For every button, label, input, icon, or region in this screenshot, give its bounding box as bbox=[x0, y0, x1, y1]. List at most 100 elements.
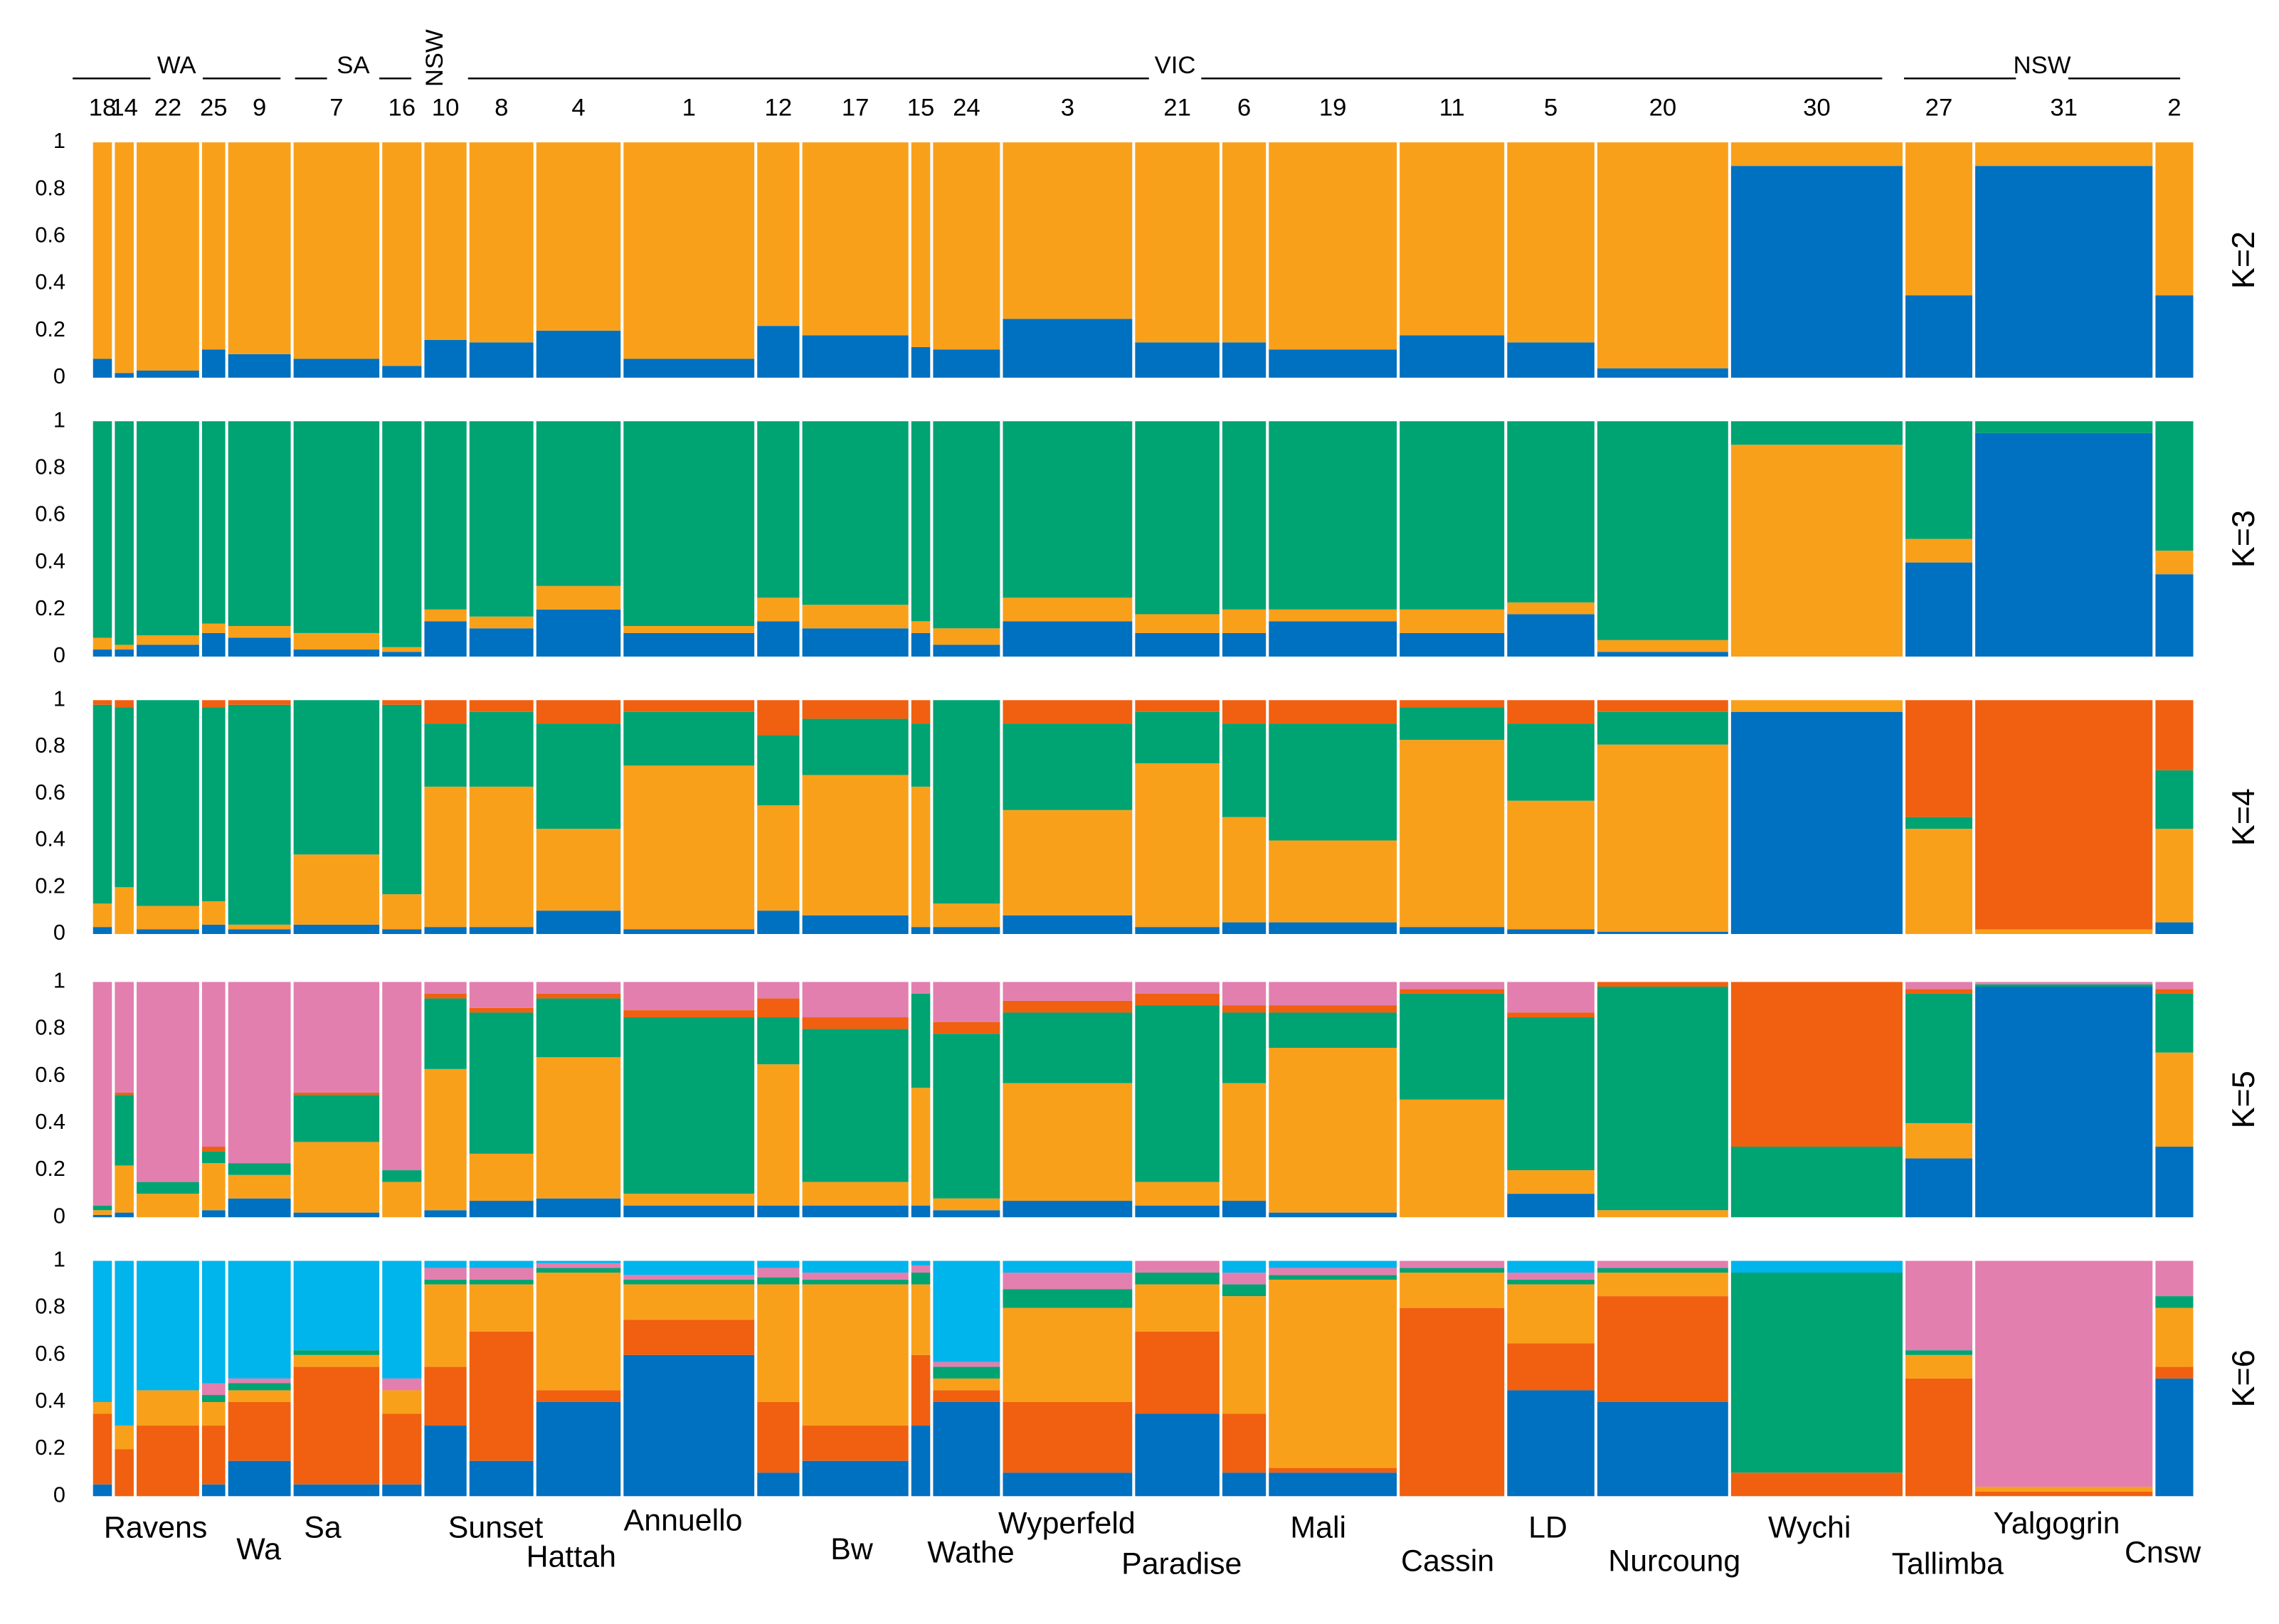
cluster-segment bbox=[1222, 817, 1267, 923]
cluster-segment bbox=[201, 623, 226, 633]
cluster-segment bbox=[1269, 1468, 1397, 1473]
cluster-segment bbox=[115, 649, 134, 657]
population-label: 19 bbox=[1319, 94, 1347, 121]
cluster-segment bbox=[623, 421, 755, 626]
cluster-segment bbox=[1003, 319, 1133, 378]
cluster-segment bbox=[201, 700, 226, 708]
cluster-segment bbox=[623, 982, 755, 1011]
cluster-segment bbox=[802, 1426, 909, 1461]
cluster-segment bbox=[623, 142, 755, 359]
cluster-segment bbox=[469, 421, 534, 617]
cluster-segment bbox=[911, 1354, 931, 1426]
cluster-segment bbox=[92, 982, 112, 1206]
cluster-segment bbox=[424, 723, 467, 787]
cluster-segment bbox=[911, 1273, 931, 1285]
cluster-segment bbox=[1730, 1472, 1903, 1497]
cluster-segment bbox=[1597, 700, 1728, 712]
cluster-segment bbox=[1222, 922, 1267, 935]
y-tick-label: 0.2 bbox=[35, 874, 65, 898]
y-tick-label: 0.4 bbox=[35, 270, 65, 294]
cluster-segment bbox=[933, 1034, 1000, 1199]
cluster-segment bbox=[911, 982, 931, 994]
cluster-segment bbox=[382, 366, 422, 378]
y-tick-label: 1 bbox=[53, 969, 65, 993]
cluster-segment bbox=[911, 142, 931, 347]
cluster-segment bbox=[933, 421, 1000, 629]
cluster-segment bbox=[1135, 142, 1220, 343]
cluster-segment bbox=[115, 1426, 134, 1450]
cluster-segment bbox=[1222, 1472, 1267, 1497]
region-label: NSW bbox=[2014, 52, 2071, 79]
cluster-segment bbox=[1003, 1273, 1133, 1290]
cluster-segment bbox=[137, 1194, 199, 1218]
cluster-segment bbox=[115, 373, 134, 378]
site-label: Wathe bbox=[927, 1535, 1014, 1569]
cluster-segment bbox=[911, 1088, 931, 1206]
cluster-segment bbox=[1905, 989, 1972, 994]
cluster-segment bbox=[933, 1210, 1000, 1218]
cluster-segment bbox=[1222, 1413, 1267, 1473]
cluster-segment bbox=[536, 609, 621, 657]
y-tick-label: 0 bbox=[53, 1482, 65, 1507]
cluster-segment bbox=[1507, 1279, 1595, 1285]
cluster-segment bbox=[623, 1194, 755, 1206]
cluster-segment bbox=[92, 1401, 112, 1414]
cluster-segment bbox=[623, 1320, 755, 1355]
cluster-segment bbox=[2155, 700, 2194, 770]
cluster-segment bbox=[115, 142, 134, 373]
cluster-segment bbox=[757, 421, 800, 598]
cluster-segment bbox=[1597, 652, 1728, 657]
site-label: Wychi bbox=[1768, 1511, 1851, 1545]
cluster-segment bbox=[1730, 1146, 1903, 1218]
cluster-segment bbox=[1905, 295, 1972, 378]
cluster-segment bbox=[92, 1261, 112, 1402]
cluster-segment bbox=[802, 1017, 909, 1029]
cluster-segment bbox=[1730, 1261, 1903, 1273]
cluster-segment bbox=[115, 1165, 134, 1213]
cluster-segment bbox=[293, 649, 380, 657]
cluster-segment bbox=[228, 982, 291, 1164]
cluster-segment bbox=[424, 993, 467, 999]
cluster-segment bbox=[1269, 621, 1397, 657]
cluster-segment bbox=[1135, 1182, 1220, 1206]
cluster-segment bbox=[1507, 1390, 1595, 1497]
cluster-segment bbox=[757, 1472, 800, 1497]
cluster-segment bbox=[623, 359, 755, 378]
cluster-segment bbox=[115, 707, 134, 888]
cluster-segment bbox=[382, 647, 422, 652]
cluster-segment bbox=[1400, 1268, 1505, 1273]
cluster-segment bbox=[1597, 744, 1728, 932]
cluster-segment bbox=[1905, 982, 1972, 989]
cluster-segment bbox=[469, 1007, 534, 1013]
cluster-segment bbox=[469, 1460, 534, 1497]
cluster-segment bbox=[1269, 840, 1397, 923]
cluster-segment bbox=[1730, 166, 1903, 378]
cluster-segment bbox=[1597, 368, 1728, 378]
cluster-segment bbox=[757, 1268, 800, 1278]
cluster-segment bbox=[115, 421, 134, 645]
cluster-segment bbox=[1269, 1261, 1397, 1268]
cluster-segment bbox=[802, 1460, 909, 1497]
cluster-segment bbox=[92, 359, 112, 378]
y-tick-label: 0.8 bbox=[35, 733, 65, 758]
cluster-segment bbox=[1597, 1210, 1728, 1218]
cluster-segment bbox=[1975, 987, 2153, 1218]
cluster-segment bbox=[2155, 1366, 2194, 1379]
y-tick-label: 0.4 bbox=[35, 1389, 65, 1413]
cluster-segment bbox=[1905, 562, 1972, 657]
cluster-segment bbox=[293, 1484, 380, 1497]
cluster-segment bbox=[1975, 432, 2153, 657]
y-tick-label: 0.6 bbox=[35, 502, 65, 526]
cluster-segment bbox=[137, 421, 199, 636]
cluster-segment bbox=[293, 924, 380, 935]
cluster-segment bbox=[201, 901, 226, 925]
y-tick-label: 1 bbox=[53, 408, 65, 432]
cluster-segment bbox=[293, 1212, 380, 1218]
y-tick-label: 0.4 bbox=[35, 1110, 65, 1134]
cluster-segment bbox=[1905, 700, 1972, 817]
cluster-segment bbox=[933, 644, 1000, 657]
cluster-segment bbox=[469, 711, 534, 787]
cluster-segment bbox=[802, 1273, 909, 1280]
cluster-segment bbox=[1597, 1268, 1728, 1273]
